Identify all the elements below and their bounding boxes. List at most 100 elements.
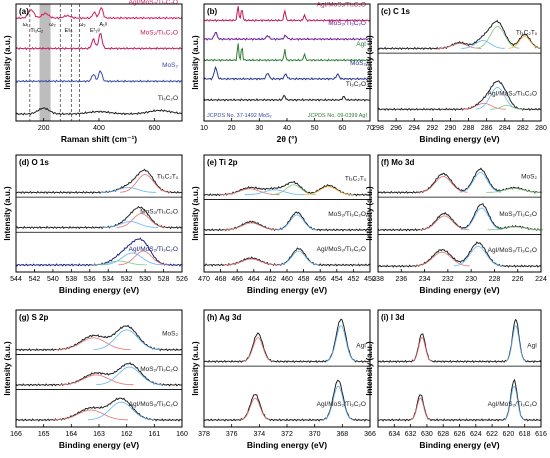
y-axis-label: Intensity (a.u.) [365,35,374,90]
series-line-c-0 [377,19,542,51]
x-tick-label: 165 [38,431,50,438]
x-tick-label: 378 [198,431,210,438]
x-tick-label: 538 [65,276,77,283]
x-tick-label: 458 [298,276,310,283]
series-label: MoS₂/Ti₃C₂O [328,211,366,218]
fit-component-e [278,250,319,266]
fit-component-e [223,258,279,266]
x-tick-label: 526 [176,276,188,283]
x-axis-label: Binding energy (eV) [247,440,327,450]
x-tick-label: 372 [281,431,293,438]
x-tick-label: 226 [512,276,524,283]
fit-component-e [303,186,354,196]
x-tick-label: 162 [121,431,133,438]
series-label: Ti₃C₂O [346,81,366,88]
series-label: MoS₂ [162,331,178,338]
y-axis-label: Intensity (a.u.) [3,35,12,90]
fit-component-e [271,184,317,196]
x-tick-label: 544 [10,276,22,283]
x-axis-label: Binding energy (eV) [59,440,139,450]
series-line-a-0 [15,6,183,20]
x-tick-label: 163 [93,431,105,438]
series-label: AgI/MoS₂/Ti₃C₂O [317,1,366,8]
series-label: AgI [356,342,366,349]
y-axis-label: Intensity (a.u.) [3,341,12,396]
series-label: AgI/MoS₂/Ti₃C₂O [129,0,178,6]
series-label: AgI [356,41,366,48]
x-tick-label: 624 [470,431,482,438]
x-tick-label: 230 [465,276,477,283]
fit-component-c [475,26,520,49]
fit-component-e [223,222,279,231]
fit-component-f [460,207,503,230]
fit-component-e [219,188,280,196]
peak-label: E¹₂ᵍ [90,28,100,34]
series-label: Ti₃C₂Tₓ [345,176,367,183]
series-label: MoS₂ [350,60,366,67]
x-tick-label: 298 [372,125,384,132]
y-axis-label: Intensity (a.u.) [3,186,12,241]
series-line-h-1 [203,379,371,422]
series-label: AgI/MoS₂/Ti₃C₂O [129,401,178,408]
fit-component-i [505,325,526,362]
peak-label: ω₃ [79,22,86,28]
series-label: MoS₂/Ti₃C₂O [140,209,178,216]
x-axis-label: Binding energy (eV) [419,134,499,144]
x-tick-label: 452 [348,276,360,283]
x-tick-label: 10 [200,125,208,132]
x-axis-label: Raman shift (cm⁻¹) [61,134,137,144]
x-tick-label: 292 [426,125,438,132]
x-tick-label: 284 [499,125,511,132]
x-tick-label: 618 [519,431,531,438]
fit-component-i [410,397,431,421]
panel-label: (c) C 1s [381,7,410,16]
x-tick-label: 288 [463,125,475,132]
x-tick-label: 60 [338,125,346,132]
x-tick-label: 632 [405,431,417,438]
series-label: AgI/MoS₂/Ti₃C₂O [317,246,366,253]
x-tick-label: 280 [535,125,547,132]
fit-component-e [277,214,317,231]
x-tick-label: 290 [445,125,457,132]
x-tick-label: 542 [29,276,41,283]
x-tick-label: 70 [366,125,374,132]
x-tick-label: 530 [139,276,151,283]
panel-label: (d) O 1s [19,158,49,167]
x-tick-label: 540 [47,276,59,283]
x-tick-label: 616 [535,431,547,438]
x-tick-label: 536 [84,276,96,283]
plot-frame [15,154,183,273]
plot-frame [203,309,371,428]
xrd-ref-label: JCPDS No. 09-0399 AgI [308,113,368,119]
fit-component-g [96,366,163,386]
x-tick-label: 532 [121,276,133,283]
plot-frame [377,3,542,122]
fit-component-d [120,174,170,193]
panel-i: AgI AgI/MoS₂/Ti₃C₂O (i) I 3d 634 632 630 628 62… [365,309,547,450]
series-line-b-0 [203,6,371,23]
x-axis-label: 2θ (°) [277,134,298,144]
peak-label: A₁ᵍ [99,22,107,28]
peak-label: Ti₃C₂ [30,28,43,34]
fit-component-h [240,397,270,421]
fit-component-g [56,337,131,350]
x-tick-label: 468 [215,276,227,283]
x-tick-label: 296 [390,125,402,132]
series-line-b-2 [203,43,371,62]
x-tick-label: 634 [388,431,400,438]
fit-component-c [462,102,506,110]
series-label: AgI/MoS₂/Ti₃C₂O [317,401,366,408]
x-tick-label: 238 [372,276,384,283]
series-line-g-0 [15,324,183,352]
x-tick-label: 160 [176,431,188,438]
series-line-b-4 [203,94,370,102]
x-tick-label: 534 [102,276,114,283]
fit-component-f [419,215,469,231]
series-line-a-2 [15,69,183,83]
panel-label: (e) Ti 2p [207,158,238,167]
peak-label: Eᵍ₀ [65,28,73,34]
x-tick-label: 50 [311,125,319,132]
fit-component-f [418,176,468,193]
series-line-a-1 [15,33,183,51]
